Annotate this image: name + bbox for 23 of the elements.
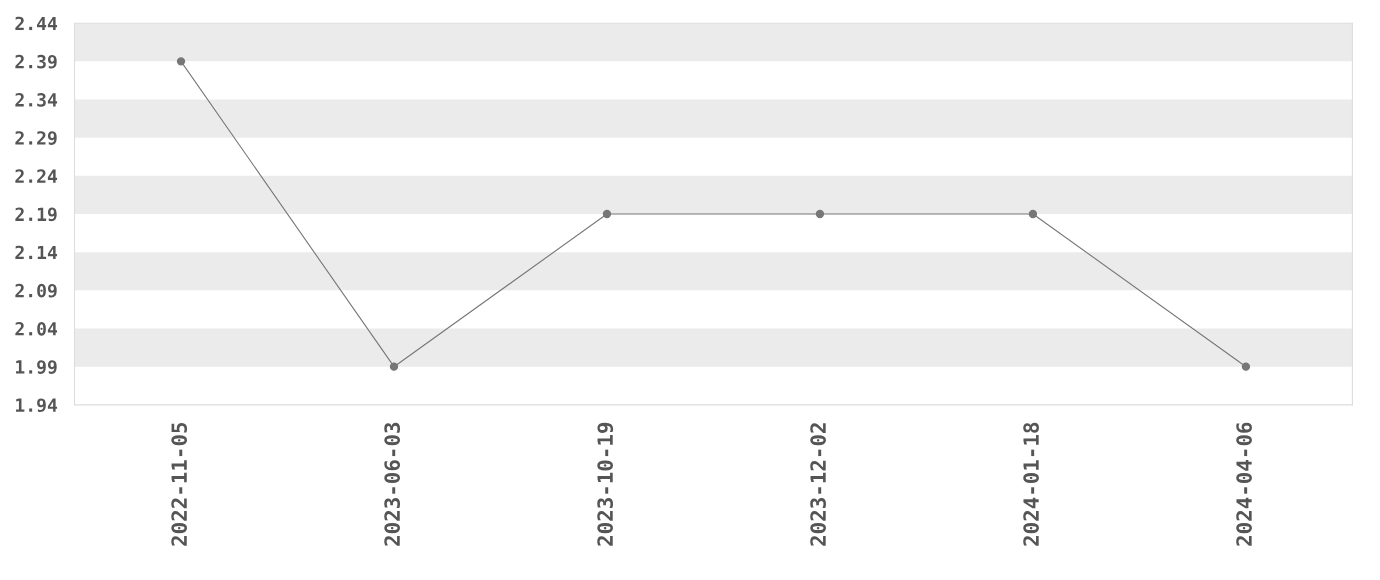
y-tick-label: 1.94 [16,398,58,413]
x-tick-label: 2022-11-05 [171,422,188,546]
x-tick-label: 2023-06-03 [384,422,401,546]
point [1028,209,1038,219]
point [176,57,186,66]
x-tick-label: 2024-04-06 [1236,422,1252,546]
point [815,209,825,219]
y-tick-label: 1.99 [16,360,57,374]
y-tick-label: 2.24 [15,169,58,183]
x-tick-label: 2024-01-18 [1023,422,1039,546]
point [602,209,612,219]
y-tick-label: 2.39 [15,54,57,69]
y-tick-label: 2.19 [15,207,57,222]
x-tick-label: 2023-12-02 [810,423,826,546]
y-tick-label: 2.04 [15,321,58,336]
x-tick-label: 2023-10-19 [597,422,614,546]
point [389,362,399,371]
y-tick-label: 2.34 [15,92,58,107]
y-tick-label: 2.14 [15,245,58,260]
y-tick-label: 2.29 [15,131,57,145]
point [1241,362,1251,371]
y-tick-label: 2.09 [15,283,57,298]
y-tick-label: 2.44 [15,16,58,31]
